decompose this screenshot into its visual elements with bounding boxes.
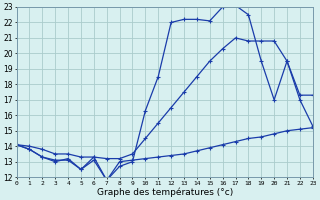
X-axis label: Graphe des températures (°c): Graphe des températures (°c) xyxy=(97,187,233,197)
